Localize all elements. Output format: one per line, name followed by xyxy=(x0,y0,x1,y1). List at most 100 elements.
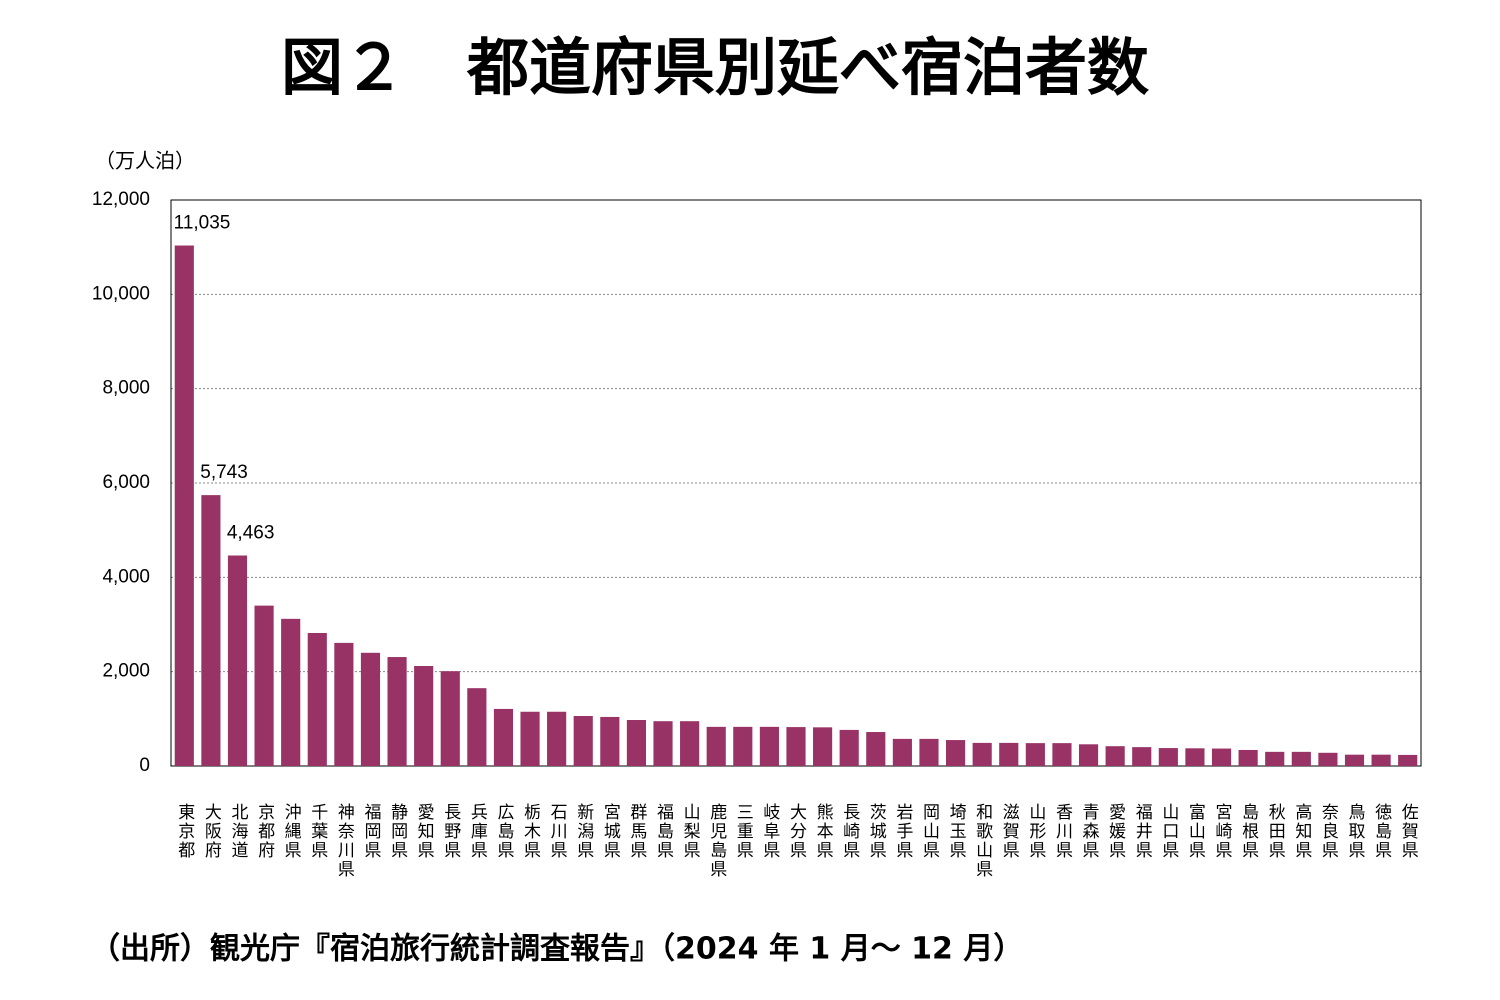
x-tick-label: 石川県 xyxy=(547,803,568,860)
bar xyxy=(360,652,381,766)
bar xyxy=(1344,754,1365,766)
bar xyxy=(1025,743,1045,766)
x-tick-label: 北海道 xyxy=(227,803,248,860)
bar xyxy=(866,732,886,766)
x-tick-label: 茨城県 xyxy=(866,803,887,860)
x-tick-label: 鳥取県 xyxy=(1345,803,1366,860)
bar xyxy=(1132,747,1152,766)
x-tick-label: 福島県 xyxy=(653,803,674,860)
x-tick-label: 徳島県 xyxy=(1371,803,1392,860)
bar xyxy=(467,688,487,766)
y-tick-label: 10,000 xyxy=(92,283,150,304)
bar xyxy=(1185,748,1205,766)
bar xyxy=(387,657,407,766)
bar xyxy=(972,742,992,766)
x-tick-label: 岐阜県 xyxy=(759,803,780,860)
bar xyxy=(786,727,806,766)
chart-title: 図２ 都道府県別延べ宿泊者数 xyxy=(281,31,1149,104)
bar xyxy=(1158,748,1178,766)
x-tick-label: 岩手県 xyxy=(892,803,913,860)
bar xyxy=(1078,744,1099,766)
bar xyxy=(1291,751,1311,766)
bar xyxy=(493,708,514,766)
y-tick-label: 12,000 xyxy=(92,189,150,210)
bar xyxy=(307,632,327,766)
x-tick-label: 和歌山県 xyxy=(972,803,993,879)
bar xyxy=(1238,749,1258,766)
x-tick-label: 神奈川県 xyxy=(334,803,355,879)
x-tick-label: 栃木県 xyxy=(520,803,541,860)
y-tick-label: 6,000 xyxy=(102,472,150,493)
x-tick-label: 静岡県 xyxy=(387,803,408,860)
x-tick-label: 沖縄県 xyxy=(281,803,302,860)
x-tick-label: 鹿児島県 xyxy=(706,803,727,879)
bar xyxy=(227,555,248,766)
bar xyxy=(999,742,1019,766)
x-tick-label: 山口県 xyxy=(1158,803,1179,860)
value-label: 5,743 xyxy=(200,462,248,483)
bar xyxy=(1211,748,1232,766)
bar xyxy=(547,711,567,766)
bar xyxy=(414,666,434,766)
bar xyxy=(1052,743,1072,766)
x-tick-label: 兵庫県 xyxy=(467,803,488,860)
bar xyxy=(600,716,620,766)
bar xyxy=(334,642,354,766)
bar xyxy=(440,671,460,766)
y-tick-label: 2,000 xyxy=(102,661,150,682)
value-label: 11,035 xyxy=(174,213,231,234)
x-tick-label: 高知県 xyxy=(1291,803,1312,860)
bar xyxy=(706,726,726,766)
bar xyxy=(1398,754,1418,766)
bar xyxy=(813,727,833,766)
x-tick-label: 青森県 xyxy=(1079,803,1100,860)
x-tick-label: 愛知県 xyxy=(414,803,435,860)
x-tick-label: 岡山県 xyxy=(919,803,940,860)
x-tick-label: 新潟県 xyxy=(573,803,594,860)
x-tick-label: 熊本県 xyxy=(813,803,834,860)
x-tick-label: 宮崎県 xyxy=(1212,803,1233,860)
source: （出所）観光庁『宿泊旅行統計調査報告』（2024 年 1 月～ 12 月） xyxy=(90,932,1023,967)
bar xyxy=(892,738,912,766)
bar xyxy=(839,729,859,766)
y-tick-label: 0 xyxy=(139,755,150,776)
bar xyxy=(1105,746,1125,766)
x-tick-label: 愛媛県 xyxy=(1105,803,1126,860)
x-tick-label: 京都府 xyxy=(254,803,275,860)
x-tick-label: 滋賀県 xyxy=(999,803,1020,860)
bar xyxy=(626,720,646,766)
bar xyxy=(573,716,593,766)
x-tick-label: 宮城県 xyxy=(600,803,621,860)
x-tick-label: 長野県 xyxy=(440,803,461,860)
x-tick-label: 佐賀県 xyxy=(1398,803,1419,860)
x-tick-label: 山形県 xyxy=(1025,803,1046,860)
bar xyxy=(680,721,700,766)
x-tick-label: 山梨県 xyxy=(680,803,701,860)
bar xyxy=(281,618,301,766)
x-tick-label: 香川県 xyxy=(1052,803,1073,860)
x-tick-label: 大分県 xyxy=(786,803,807,860)
x-tick-label: 大阪府 xyxy=(201,803,222,860)
x-tick-label: 埼玉県 xyxy=(946,803,967,860)
x-tick-label: 奈良県 xyxy=(1318,803,1339,860)
x-tick-label: 千葉県 xyxy=(307,803,328,860)
bar xyxy=(733,726,753,766)
y-tick-label: 4,000 xyxy=(102,566,150,587)
bar xyxy=(759,726,779,766)
bar xyxy=(919,738,939,766)
x-tick-label: 群馬県 xyxy=(626,803,647,860)
y-tick-label: 8,000 xyxy=(102,378,150,399)
x-tick-label: 広島県 xyxy=(493,803,513,860)
bar xyxy=(1318,752,1338,766)
x-tick-label: 島根県 xyxy=(1238,803,1259,860)
bar xyxy=(653,721,673,766)
bar xyxy=(1371,754,1391,766)
value-label: 4,463 xyxy=(227,523,275,544)
x-tick-label: 福井県 xyxy=(1132,803,1153,860)
bar xyxy=(1265,751,1285,766)
x-tick-label: 福岡県 xyxy=(360,803,381,860)
bar xyxy=(254,605,274,766)
y-axis-label: （万人泊） xyxy=(95,149,195,173)
x-tick-label: 長崎県 xyxy=(839,803,860,860)
